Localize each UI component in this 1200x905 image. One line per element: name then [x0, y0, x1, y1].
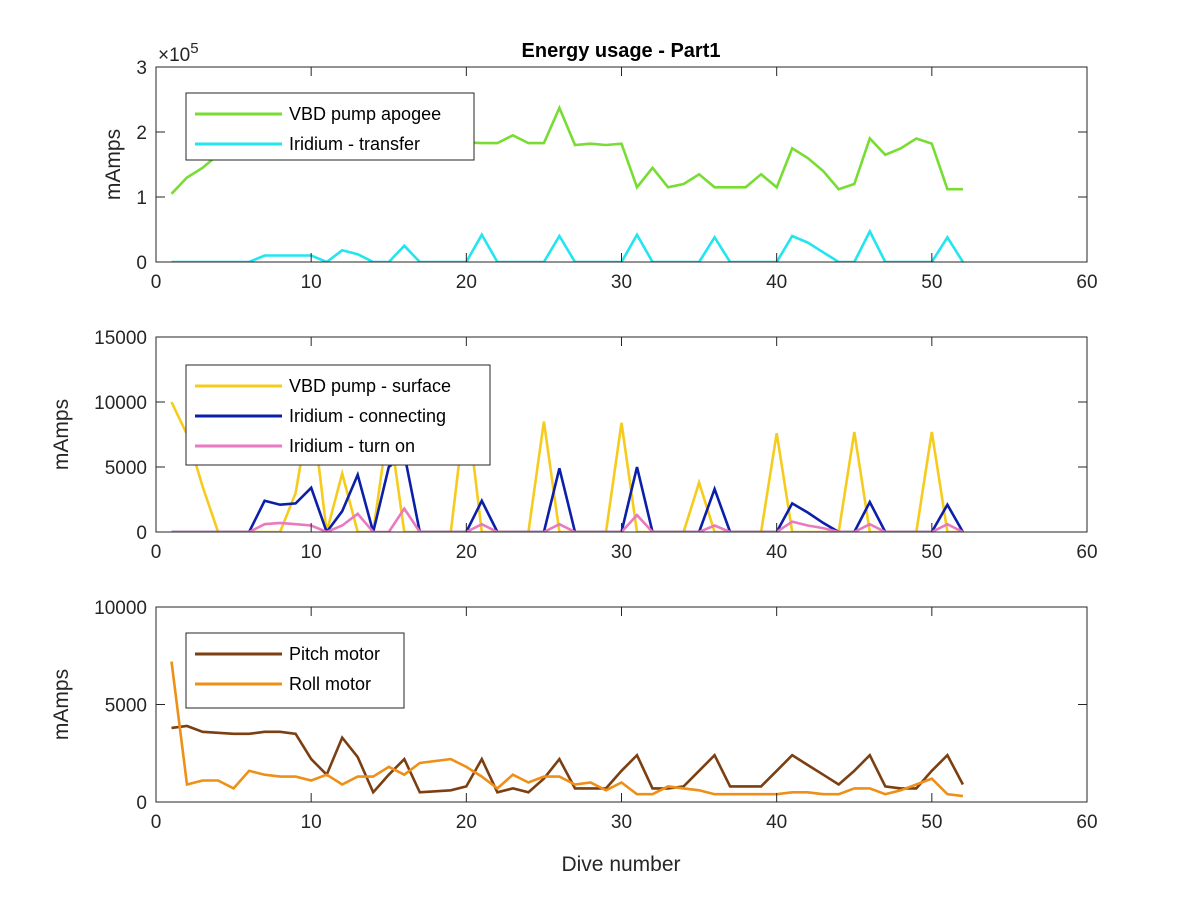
x-tick-label: 0	[151, 542, 162, 563]
y-tick-label: 5000	[105, 696, 147, 717]
x-tick-label: 10	[301, 812, 322, 833]
x-tick-label: 60	[1076, 812, 1097, 833]
y-tick-label: 5000	[105, 458, 147, 479]
legend-entry: VBD pump - surface	[289, 376, 451, 396]
y-tick-label: 0	[136, 523, 147, 544]
x-tick-label: 60	[1076, 542, 1097, 563]
legend: Pitch motor Roll motor	[185, 632, 405, 709]
series-line-1	[171, 724, 965, 795]
legend-box	[185, 632, 405, 709]
x-tick-label: 50	[921, 272, 942, 293]
y-tick-label: 2	[136, 123, 147, 144]
series-line-2	[171, 451, 965, 532]
y-axis-label: mAmps	[50, 669, 73, 740]
x-tick-label: 20	[456, 812, 477, 833]
series-lines	[170, 661, 965, 798]
x-tick-label: 50	[921, 812, 942, 833]
legend: VBD pump apogee Iridium - transfer	[185, 92, 475, 161]
legend-entry: Pitch motor	[289, 644, 380, 664]
x-axis-label: Dive number	[561, 853, 680, 876]
x-tick-label: 0	[151, 812, 162, 833]
y-tick-label: 15000	[94, 328, 147, 349]
x-tick-label: 30	[611, 542, 632, 563]
x-tick-label: 20	[456, 272, 477, 293]
y-axis-label: mAmps	[102, 129, 125, 200]
chart-panel-2: 0 10 20 30 40 50 60 0 5000 10000 15000 mAmps VBD pum…	[50, 328, 1098, 563]
legend-entry: Iridium - connecting	[289, 406, 446, 426]
x-tick-label: 10	[301, 272, 322, 293]
legend-entry: Iridium - turn on	[289, 436, 415, 456]
x-tick-label: 40	[766, 272, 787, 293]
y-tick-label: 3	[136, 58, 147, 79]
legend-entry: Iridium - transfer	[289, 134, 420, 154]
x-tick-label: 50	[921, 542, 942, 563]
legend: VBD pump - surface Iridium - connecting Ir…	[185, 364, 491, 466]
y-tick-label: 1	[136, 188, 147, 209]
y-tick-label: 0	[136, 253, 147, 274]
series-line-2	[170, 661, 964, 798]
y-tick-label: 0	[136, 793, 147, 814]
legend-entry: VBD pump apogee	[289, 104, 441, 124]
figure-title: Energy usage - Part1	[522, 40, 721, 62]
x-tick-label: 30	[611, 272, 632, 293]
x-tick-label: 40	[766, 812, 787, 833]
y-tick-label: 10000	[94, 393, 147, 414]
chart-panel-3: 0 10 20 30 40 50 60 0 5000 10000 mAmps Pitch motor R…	[50, 598, 1098, 833]
x-tick-label: 40	[766, 542, 787, 563]
y-exponent-label: ×105	[158, 40, 199, 66]
series-line-2	[171, 228, 965, 262]
x-tick-label: 60	[1076, 272, 1097, 293]
x-tick-label: 10	[301, 542, 322, 563]
y-axis-label: mAmps	[50, 399, 73, 470]
x-tick-label: 0	[151, 272, 162, 293]
x-tick-label: 20	[456, 542, 477, 563]
legend-entry: Roll motor	[289, 674, 371, 694]
chart-panel-1: 0 10 20 30 40 50 60 0 1 2 3 ×105 mAmps VBD pump apoge…	[102, 40, 1098, 293]
legend-box	[185, 92, 475, 161]
series-line-3	[171, 506, 964, 532]
x-tick-label: 30	[611, 812, 632, 833]
y-tick-label: 10000	[94, 598, 147, 619]
